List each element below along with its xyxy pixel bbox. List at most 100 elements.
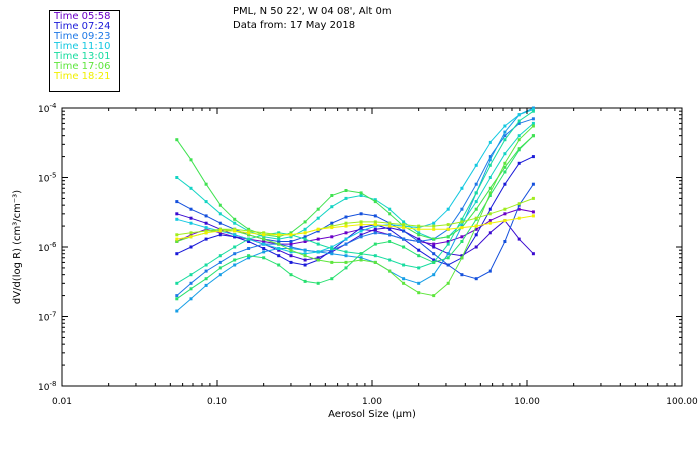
data-point <box>373 231 377 235</box>
data-point <box>233 221 237 225</box>
legend-entry: Time 18:21 <box>54 71 111 82</box>
data-point <box>503 161 507 165</box>
data-point <box>316 258 320 262</box>
data-point <box>503 212 507 216</box>
data-point <box>262 240 266 243</box>
data-point <box>373 229 377 233</box>
data-point <box>175 309 179 313</box>
y-tick-exponent: -6 <box>49 241 57 249</box>
x-tick-label: 0.01 <box>52 397 72 407</box>
data-point <box>218 254 222 258</box>
data-point <box>247 254 251 258</box>
data-point <box>531 182 535 186</box>
data-point <box>218 233 222 237</box>
data-point <box>503 219 507 223</box>
data-point <box>175 176 179 179</box>
data-point <box>344 215 348 219</box>
data-point <box>277 248 281 252</box>
data-point <box>344 250 348 254</box>
legend-entry: Time 13:01 <box>54 51 111 62</box>
data-point <box>233 245 237 249</box>
data-point <box>517 134 521 138</box>
data-point <box>247 233 251 237</box>
data-point <box>233 263 237 267</box>
data-point <box>474 224 478 228</box>
y-tick-label: 10-7 <box>38 311 56 324</box>
data-point <box>488 155 492 159</box>
data-point <box>402 237 406 241</box>
data-point <box>517 147 521 151</box>
data-point <box>432 227 436 231</box>
data-point <box>303 240 307 243</box>
data-point <box>388 212 392 216</box>
data-point <box>218 203 222 207</box>
y-tick-mantissa: 10 <box>38 105 50 115</box>
data-point <box>517 121 521 125</box>
data-point <box>359 220 363 224</box>
data-point <box>233 258 237 262</box>
data-point <box>189 273 193 277</box>
data-point <box>189 221 193 225</box>
data-point <box>488 219 492 223</box>
data-point <box>402 223 406 227</box>
y-tick-mantissa: 10 <box>38 244 50 254</box>
data-point <box>262 256 266 260</box>
data-point <box>247 256 251 260</box>
data-point <box>359 233 363 237</box>
y-tick-label: 10-5 <box>38 172 56 185</box>
data-point <box>388 258 392 262</box>
data-point <box>277 237 281 241</box>
data-point <box>417 224 421 228</box>
data-point <box>432 273 436 277</box>
data-point <box>204 200 208 204</box>
data-point <box>344 266 348 270</box>
data-point <box>503 165 507 169</box>
data-point <box>289 254 293 258</box>
data-point <box>503 182 507 186</box>
data-point <box>289 273 293 277</box>
data-point <box>531 117 535 121</box>
legend: Time 05:58 Time 07:24 Time 09:23 Time 11:10… <box>49 10 120 92</box>
data-point <box>417 237 421 241</box>
data-point <box>189 287 193 291</box>
data-point <box>388 221 392 225</box>
data-point <box>417 233 421 237</box>
x-axis-label: Aerosol Size (μm) <box>328 409 416 420</box>
data-point <box>488 158 492 162</box>
data-point <box>488 163 492 167</box>
y-tick-exponent: -7 <box>49 311 56 319</box>
data-point <box>531 108 535 111</box>
data-point <box>330 235 334 239</box>
data-point <box>189 245 193 249</box>
data-point <box>330 226 334 230</box>
x-tick-label: 0.10 <box>207 397 227 407</box>
series-line-3 <box>176 183 534 280</box>
x-tick-label: 100.00 <box>666 397 698 407</box>
data-point <box>175 237 179 241</box>
data-point <box>233 227 237 231</box>
data-point <box>417 291 421 295</box>
chart-title-date: Data from: 17 May 2018 <box>233 20 356 31</box>
data-point <box>373 260 377 264</box>
y-axis-label: dV/d(log R) (cm³/cm⁻³) <box>12 190 23 304</box>
data-point <box>446 240 450 243</box>
data-point <box>446 235 450 239</box>
data-point <box>373 254 377 258</box>
data-point <box>388 227 392 231</box>
data-point <box>373 223 377 227</box>
data-point <box>460 220 464 224</box>
data-point <box>189 235 193 239</box>
data-point <box>488 212 492 216</box>
data-point <box>531 252 535 256</box>
data-point <box>204 277 208 281</box>
plot-frame <box>61 107 683 387</box>
series-line-8 <box>176 110 534 284</box>
data-point <box>330 221 334 225</box>
data-point <box>417 231 421 235</box>
data-point <box>233 252 237 256</box>
data-point <box>388 207 392 211</box>
data-point <box>189 207 193 211</box>
data-point <box>262 235 266 239</box>
data-point <box>204 182 208 186</box>
data-point <box>402 277 406 281</box>
